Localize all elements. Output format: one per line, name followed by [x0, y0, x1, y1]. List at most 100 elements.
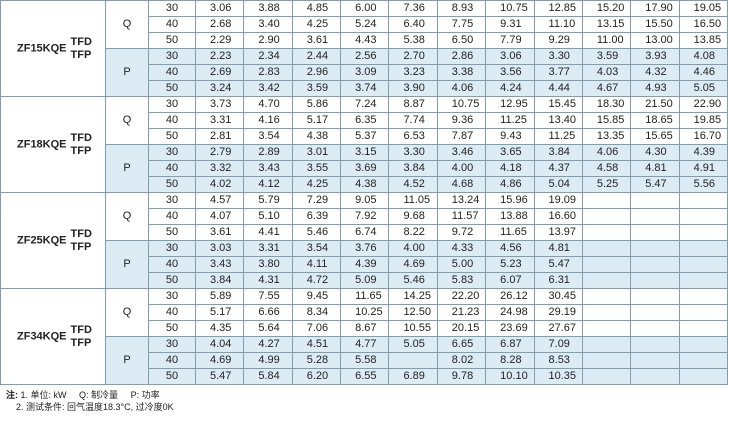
section-label: P — [105, 240, 149, 289]
value-cell: 5.79 — [243, 192, 293, 209]
temp-cell: 40 — [148, 64, 196, 81]
table-row: 50 3.61 4.41 5.46 6.74 8.22 9.72 11.65 13.97 — [1, 224, 729, 241]
value-cell — [630, 224, 680, 241]
value-cell: 11.65 — [485, 224, 535, 241]
value-cell — [581, 368, 632, 385]
value-cell: 4.85 — [291, 0, 342, 17]
model-name: ZF15KQE — [17, 42, 67, 54]
value-cell — [581, 208, 632, 225]
section-label: Q — [105, 0, 149, 49]
value-cell: 2.29 — [194, 32, 245, 49]
temp-cell: 30 — [148, 0, 196, 17]
value-cell: 13.40 — [533, 112, 583, 129]
value-cell: 4.25 — [291, 176, 342, 193]
section-label: P — [105, 144, 149, 193]
value-cell: 6.39 — [291, 208, 342, 225]
temp-cell: 30 — [148, 48, 196, 65]
value-cell: 15.50 — [630, 16, 680, 33]
table-row: 50 3.84 4.31 4.72 5.09 5.46 5.83 6.07 6.31 — [1, 272, 729, 289]
table-row: 50 2.29 2.90 3.61 4.43 5.38 6.50 7.79 9.29 11.00 1… — [1, 32, 729, 49]
table-row: P 30 2.79 2.89 3.01 3.15 3.30 3.46 3.65 3.84 4.06 4… — [1, 144, 729, 193]
value-cell — [678, 208, 729, 225]
value-cell: 6.53 — [388, 128, 438, 145]
value-cell: 19.09 — [533, 192, 583, 209]
value-cell: 4.12 — [243, 176, 293, 193]
value-cell: 8.28 — [485, 352, 535, 369]
value-cell: 7.36 — [388, 0, 438, 17]
value-cell: 4.93 — [630, 80, 680, 97]
temp-cell: 30 — [148, 288, 196, 305]
variant: TFP — [70, 48, 92, 61]
value-cell: 7.55 — [243, 288, 293, 305]
value-cell: 5.17 — [291, 112, 342, 129]
value-cell — [678, 240, 729, 257]
value-cell: 24.98 — [485, 304, 535, 321]
value-cell — [581, 320, 632, 337]
value-cell: 7.74 — [388, 112, 438, 129]
value-cell — [581, 240, 632, 257]
value-cell: 3.77 — [533, 64, 583, 81]
notes: 注: 1. 单位: kW Q: 制冷量 P: 功率 2. 测试条件: 回气温度1… — [6, 389, 174, 413]
value-cell — [678, 272, 729, 289]
value-cell: 2.81 — [194, 128, 245, 145]
table-row: ZF34KQE TFD TFP Q 30 5.89 7.55 9.45 11.65 14.25 22… — [0, 288, 729, 385]
variant: TFD — [70, 35, 92, 48]
model-variants: TFD TFP — [71, 36, 92, 62]
value-cell: 21.50 — [630, 96, 680, 113]
value-cell: 5.37 — [340, 128, 390, 145]
section-label: Q — [105, 96, 149, 145]
value-cell — [581, 304, 632, 321]
value-cell — [678, 368, 729, 385]
value-cell: 5.86 — [291, 96, 342, 113]
value-cell: 8.67 — [340, 320, 390, 337]
temp-cell: 30 — [148, 96, 196, 113]
value-cell: 4.86 — [485, 176, 535, 193]
value-cell: 19.85 — [678, 112, 729, 129]
value-cell — [630, 208, 680, 225]
table-row: 50 4.35 5.64 7.06 8.67 10.55 20.15 23.69 27.67 — [1, 320, 729, 337]
value-cell: 29.19 — [533, 304, 583, 321]
value-cell: 2.79 — [194, 144, 245, 161]
value-cell: 6.20 — [291, 368, 342, 385]
value-cell: 8.02 — [436, 352, 487, 369]
value-cell: 3.61 — [194, 224, 245, 241]
value-cell: 3.90 — [388, 80, 438, 97]
value-cell — [630, 368, 680, 385]
value-cell: 4.38 — [291, 128, 342, 145]
value-cell: 10.75 — [436, 96, 487, 113]
value-cell: 4.31 — [243, 272, 293, 289]
variant: TFD — [70, 323, 92, 336]
value-cell — [581, 336, 632, 353]
value-cell: 3.23 — [388, 64, 438, 81]
value-cell: 6.31 — [533, 272, 583, 289]
value-cell: 3.15 — [340, 144, 390, 161]
table-row: ZF15KQE TFD TFP Q 30 3.06 3.88 4.85 6.00 7.36 8.93… — [0, 0, 729, 97]
value-cell: 6.66 — [243, 304, 293, 321]
temp-cell: 40 — [148, 208, 196, 225]
value-cell: 12.85 — [533, 0, 583, 17]
value-cell: 5.46 — [388, 272, 438, 289]
model-variants: TFD TFP — [71, 324, 92, 350]
temp-cell: 50 — [148, 176, 196, 193]
value-cell: 5.04 — [533, 176, 583, 193]
value-cell: 8.93 — [436, 0, 487, 17]
value-cell: 14.25 — [388, 288, 438, 305]
section-label: Q — [105, 192, 149, 241]
value-cell: 5.17 — [194, 304, 245, 321]
value-cell: 2.89 — [243, 144, 293, 161]
value-cell: 4.27 — [243, 336, 293, 353]
temp-cell: 30 — [148, 192, 196, 209]
table-row: 40 4.07 5.10 6.39 7.92 9.68 11.57 13.88 16.60 — [1, 208, 729, 225]
value-cell: 7.87 — [436, 128, 487, 145]
value-cell: 9.31 — [485, 16, 535, 33]
value-cell: 4.52 — [388, 176, 438, 193]
value-cell — [581, 272, 632, 289]
value-cell: 5.25 — [581, 176, 632, 193]
temp-cell: 30 — [148, 144, 196, 161]
value-cell: 5.38 — [388, 32, 438, 49]
value-cell: 5.47 — [533, 256, 583, 273]
value-cell — [678, 192, 729, 209]
value-cell: 7.29 — [291, 192, 342, 209]
value-cell: 3.30 — [533, 48, 583, 65]
